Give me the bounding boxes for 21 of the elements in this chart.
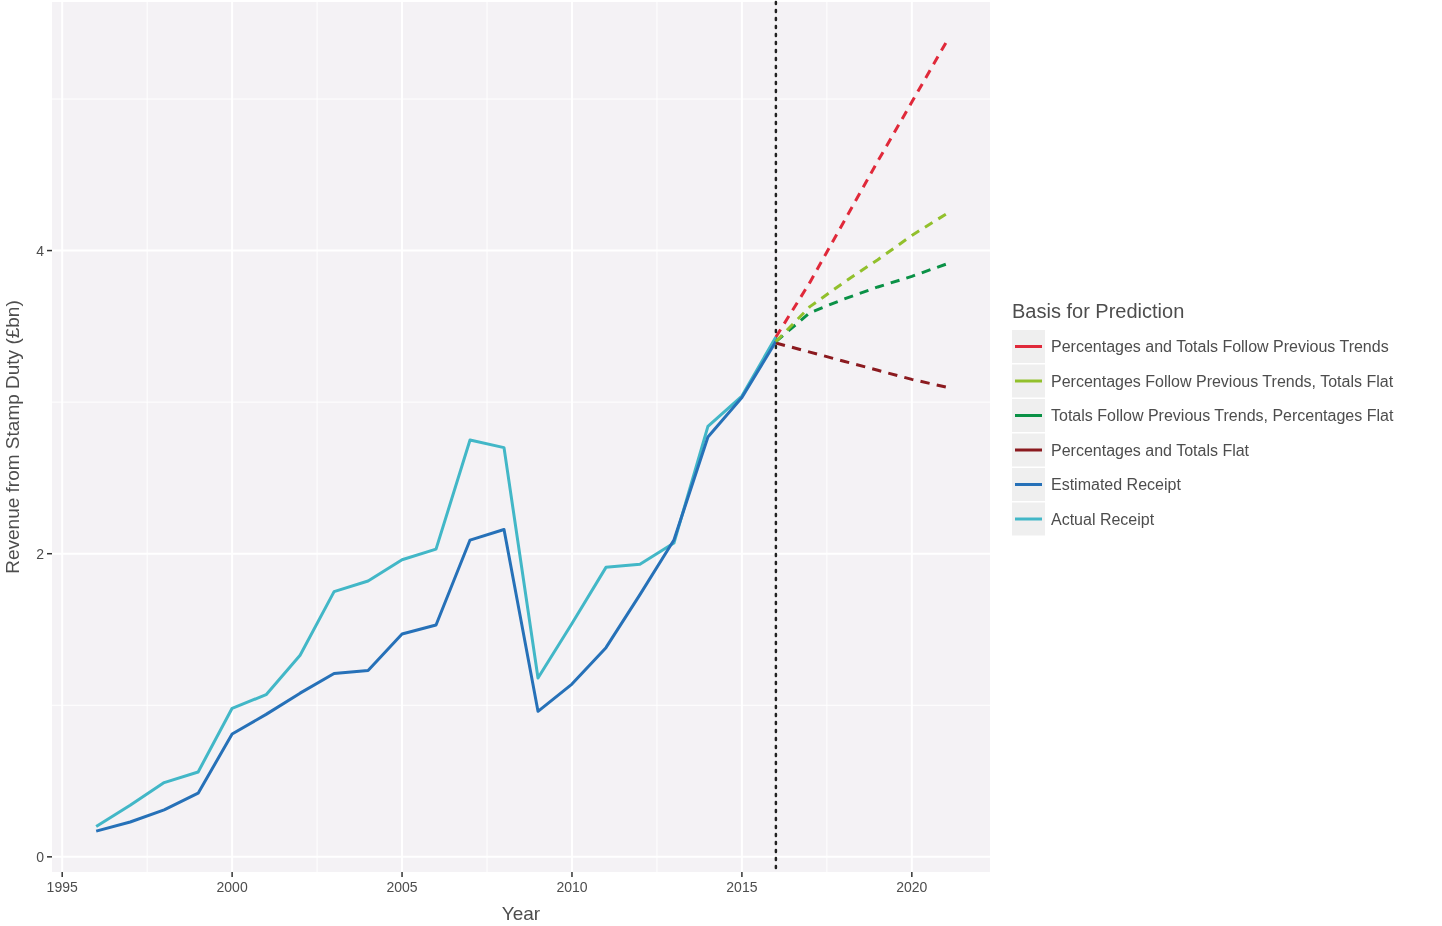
legend-label: Estimated Receipt <box>1051 476 1182 493</box>
x-tick-label: 2020 <box>896 879 928 895</box>
x-tick-label: 2015 <box>726 879 758 895</box>
x-axis-title: Year <box>501 903 541 924</box>
x-tick-label: 2005 <box>386 879 418 895</box>
legend-title: Basis for Prediction <box>1012 300 1185 322</box>
x-tick-label: 2010 <box>556 879 588 895</box>
y-tick-label: 2 <box>36 545 45 562</box>
x-tick-label: 2000 <box>216 879 248 895</box>
legend-label: Percentages Follow Previous Trends, Totals Flat <box>1051 372 1394 390</box>
legend-label: Percentages and Totals Follow Previous Trends <box>1051 338 1389 355</box>
x-tick-label: 1995 <box>46 879 78 895</box>
line-series <box>774 41 948 339</box>
legend-label: Percentages and Totals Flat <box>1051 441 1250 459</box>
y-axis-title: Revenue from Stamp Duty (£bn) <box>2 300 23 574</box>
y-tick-label: 4 <box>36 242 45 259</box>
y-tick-label: 0 <box>36 848 45 865</box>
legend-label: Totals Follow Previous Trends, Percentages Flat <box>1051 407 1394 424</box>
line-series <box>774 212 948 344</box>
line-series <box>774 341 948 389</box>
legend-label: Actual Receipt <box>1051 510 1155 528</box>
